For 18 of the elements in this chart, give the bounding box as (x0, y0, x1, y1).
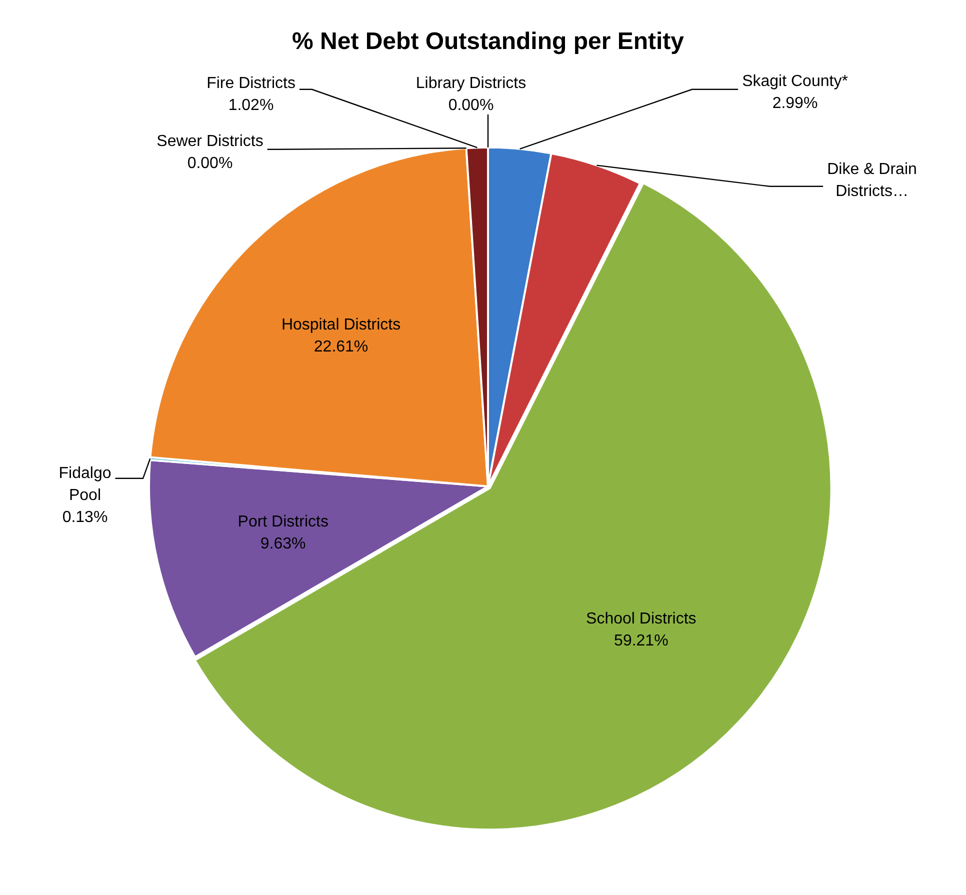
slice-label: Fidalgo Pool (58, 464, 112, 504)
slice-label: School Districts (586, 610, 696, 628)
data-label: 2.99% (772, 94, 818, 112)
data-label: 0.13% (62, 508, 108, 526)
chart-title: % Net Debt Outstanding per Entity (292, 28, 685, 56)
slice-label: Hospital Districts (281, 316, 401, 334)
text: 0.00% (448, 96, 494, 114)
data-label: 9.63% (260, 536, 306, 553)
data-label: 1.02% (228, 96, 274, 114)
slice-label: Fire Districts (206, 74, 296, 92)
category-label: Library Districts (416, 74, 526, 92)
text: 0.00% (187, 154, 233, 172)
slice-label: Dike & Drain Districts… (827, 160, 917, 200)
slice-label: Port Districts (238, 514, 328, 531)
data-label: 59.21% (614, 632, 668, 650)
slice-label: Skagit County* (742, 72, 848, 90)
category-label: Sewer Districts (156, 132, 264, 150)
data-label: 22.61% (314, 338, 368, 356)
